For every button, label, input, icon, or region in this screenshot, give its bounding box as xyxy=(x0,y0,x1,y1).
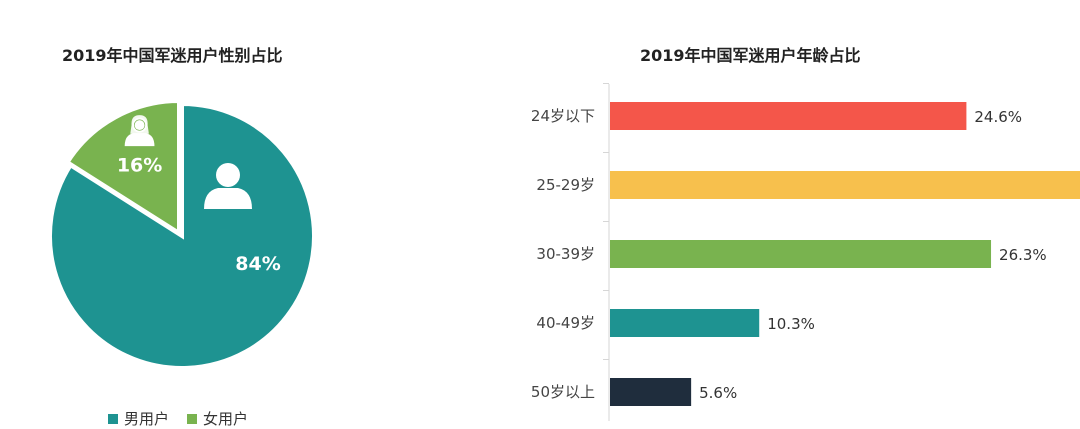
male-user-icon xyxy=(204,163,252,209)
bar-value-label: 10.3% xyxy=(767,315,815,333)
pie-label-female: 16% xyxy=(117,154,162,176)
pie-slice-female xyxy=(64,98,181,237)
legend-swatch-female xyxy=(187,413,198,424)
legend-label-male: 男用户 xyxy=(124,410,170,428)
category-label: 50岁以上 xyxy=(531,383,595,401)
category-label: 40-49岁 xyxy=(536,314,595,332)
gender-pie-chart: 84% 16% xyxy=(48,98,316,370)
gender-legend: 男用户 女用户 xyxy=(108,408,248,429)
bar-value-label: 5.6% xyxy=(699,384,737,402)
gender-chart-panel: 84% 16% 2019年中国军迷用户性别占比 男用户 女用户 xyxy=(0,0,420,428)
category-label: 25-29岁 xyxy=(536,176,595,194)
legend-item-male: 男用户 xyxy=(108,408,169,429)
bar xyxy=(610,378,692,406)
pie-label-male: 84% xyxy=(235,253,280,275)
bar-value-label: 24.6% xyxy=(974,108,1022,126)
bar-value-label: 26.3% xyxy=(999,246,1047,264)
pie-slice-male xyxy=(48,101,316,370)
category-label: 24岁以下 xyxy=(531,107,595,125)
gender-chart-title: 2019年中国军迷用户性别占比 xyxy=(62,46,283,65)
bar xyxy=(610,240,992,268)
age-chart-panel: 24岁以下24.6%25-29岁33.2%30-39岁26.3%40-49岁10… xyxy=(470,0,1080,421)
age-chart-title: 2019年中国军迷用户年龄占比 xyxy=(640,46,861,65)
bar xyxy=(610,102,967,130)
category-label: 30-39岁 xyxy=(536,245,595,263)
legend-swatch-male xyxy=(108,413,118,424)
bar xyxy=(610,171,1080,199)
age-bar-chart: 24岁以下24.6%25-29岁33.2%30-39岁26.3%40-49岁10… xyxy=(531,83,1080,421)
legend-label-female: 女用户 xyxy=(203,410,249,428)
female-user-icon xyxy=(124,115,155,147)
legend-item-female: 女用户 xyxy=(187,408,248,429)
bar xyxy=(610,309,760,337)
